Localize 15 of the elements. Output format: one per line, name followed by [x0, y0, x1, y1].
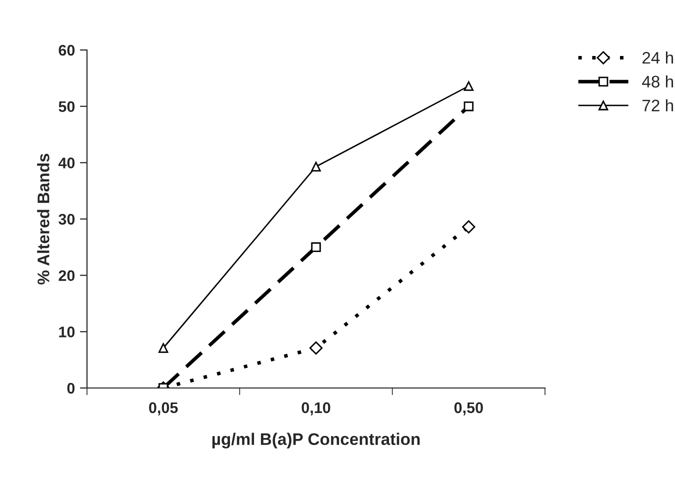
x-tick-label: 0,50 — [454, 402, 483, 416]
legend-label: 72 h — [642, 99, 674, 112]
y-tick-label: 40 — [58, 158, 75, 168]
y-tick-label: 50 — [58, 101, 75, 112]
y-axis-title: % Altered Bands — [37, 154, 50, 284]
y-tick-label: 20 — [58, 270, 75, 282]
y-tick-label: 10 — [59, 326, 75, 338]
legend-label: 24 h — [642, 51, 674, 64]
x-axis-title: µg/ml B(a)P Concentration — [212, 432, 420, 448]
y-tick-label: 0 — [67, 382, 75, 394]
x-tick-label: 0,05 — [149, 402, 178, 416]
legend-label: 48 h — [642, 75, 674, 88]
y-tick-label: 60 — [58, 44, 75, 56]
x-tick-label: 0,10 — [302, 402, 330, 416]
y-tick-label: 30 — [58, 214, 75, 225]
